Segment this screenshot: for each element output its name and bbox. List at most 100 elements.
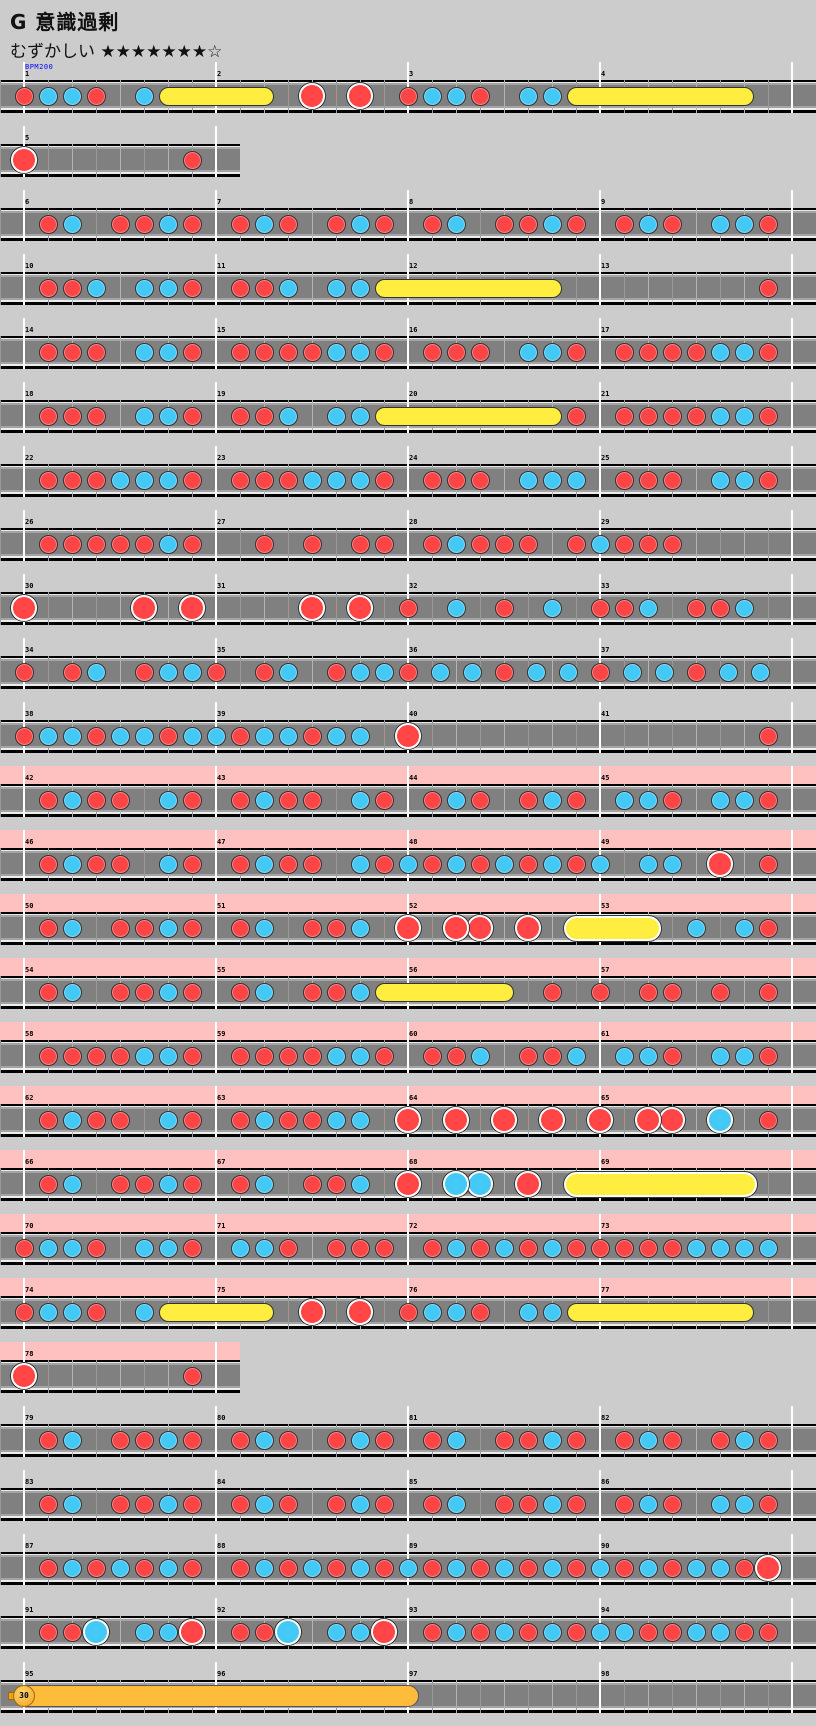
ka-note — [734, 790, 754, 810]
ka-note — [254, 854, 274, 874]
measure-number: 36 — [409, 646, 418, 654]
don-note — [374, 342, 394, 362]
big-don-note — [539, 1107, 565, 1133]
subdivision-line — [72, 144, 73, 177]
ka-note — [62, 854, 82, 874]
subdivision-line — [576, 1104, 577, 1137]
big-don-note — [131, 595, 157, 621]
subdivision-line — [576, 592, 577, 625]
barline — [407, 1214, 409, 1265]
don-note — [638, 406, 658, 426]
don-note — [326, 1494, 346, 1514]
don-note — [14, 86, 34, 106]
ka-note — [734, 342, 754, 362]
ka-note — [710, 342, 730, 362]
don-note — [254, 534, 274, 554]
ka-note — [278, 726, 298, 746]
subdivision-line — [0, 1360, 1, 1393]
barline — [791, 1150, 793, 1201]
don-note — [590, 662, 610, 682]
ka-note — [62, 214, 82, 234]
ka-note — [62, 726, 82, 746]
ka-note — [158, 1622, 178, 1642]
measure-number: 7 — [217, 198, 222, 206]
barline — [215, 1406, 217, 1457]
drumroll — [374, 278, 562, 298]
don-note — [278, 1430, 298, 1450]
ka-note — [62, 1110, 82, 1130]
don-note — [494, 662, 514, 682]
measure-number: 59 — [217, 1030, 226, 1038]
balloon-note — [13, 1685, 419, 1707]
don-note — [590, 1238, 610, 1258]
don-note — [182, 406, 202, 426]
subdivision-line — [312, 1232, 313, 1265]
subdivision-line — [48, 1360, 49, 1393]
subdivision-line — [432, 592, 433, 625]
subdivision-line — [648, 656, 649, 689]
ka-note — [686, 1558, 706, 1578]
don-note — [182, 854, 202, 874]
don-note — [614, 1238, 634, 1258]
ka-note — [590, 854, 610, 874]
subdivision-line — [432, 1680, 433, 1713]
ka-note — [638, 790, 658, 810]
don-note — [638, 470, 658, 490]
ka-note — [350, 342, 370, 362]
ka-note — [734, 1046, 754, 1066]
don-note — [470, 86, 490, 106]
big-ka-note — [83, 1619, 109, 1645]
don-note — [494, 598, 514, 618]
ka-note — [326, 1046, 346, 1066]
big-don-note — [347, 595, 373, 621]
measure-number: 16 — [409, 326, 418, 334]
barline — [23, 446, 25, 497]
subdivision-line — [96, 912, 97, 945]
don-note — [38, 1046, 58, 1066]
don-note — [518, 854, 538, 874]
subdivision-line — [696, 1424, 697, 1457]
don-note — [494, 1494, 514, 1514]
measure-number: 54 — [25, 966, 34, 974]
barline — [407, 190, 409, 241]
measure-number: 52 — [409, 902, 418, 910]
subdivision-line — [120, 1296, 121, 1329]
don-note — [230, 1558, 250, 1578]
don-note — [422, 1622, 442, 1642]
subdivision-line — [744, 272, 745, 305]
ka-note — [350, 982, 370, 1002]
don-note — [758, 1430, 778, 1450]
don-note — [302, 854, 322, 874]
barline — [791, 62, 793, 113]
drumroll — [158, 1302, 274, 1322]
barline — [599, 254, 601, 305]
subdivision-line — [744, 1104, 745, 1137]
don-note — [326, 662, 346, 682]
measure-number: 9 — [601, 198, 606, 206]
measure-number: 18 — [25, 390, 34, 398]
don-note — [206, 662, 226, 682]
ka-note — [710, 470, 730, 490]
ka-note — [734, 470, 754, 490]
barline — [407, 1470, 409, 1521]
measure-number: 70 — [25, 1222, 34, 1230]
ka-note — [446, 854, 466, 874]
ka-note — [134, 1238, 154, 1258]
subdivision-line — [0, 1232, 1, 1265]
ka-note — [614, 1622, 634, 1642]
subdivision-line — [240, 528, 241, 561]
barline — [215, 894, 217, 945]
ka-note — [206, 726, 226, 746]
ka-note — [350, 470, 370, 490]
subdivision-line — [480, 1104, 481, 1137]
ka-note — [62, 982, 82, 1002]
chart-row: 14 15 16 17 — [0, 318, 816, 382]
measure-number: 6 — [25, 198, 30, 206]
ka-note — [494, 1238, 514, 1258]
don-note — [134, 918, 154, 938]
subdivision-line — [0, 1040, 1, 1073]
subdivision-line — [96, 1488, 97, 1521]
don-note — [230, 1110, 250, 1130]
subdivision-line — [480, 1488, 481, 1521]
ka-note — [86, 278, 106, 298]
